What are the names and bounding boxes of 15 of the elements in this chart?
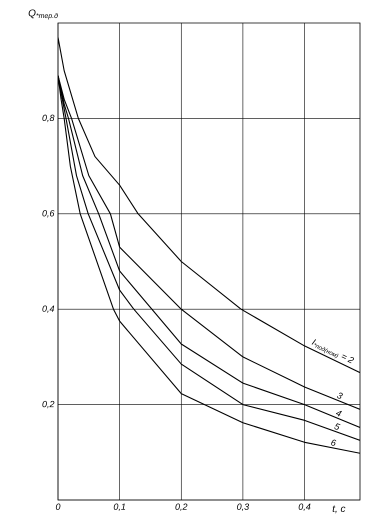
x-axis-title: t, c [332, 506, 346, 514]
x-tick-label: 0 [56, 504, 60, 510]
x-tick-label: 0,2 [175, 504, 188, 511]
text: 5 [334, 423, 340, 430]
x-tick-label: 0,3 [237, 504, 250, 511]
text: 6 [331, 440, 336, 446]
text: 3 [337, 392, 343, 399]
y-tick-label: 0,4 [42, 305, 54, 313]
y-tick-label: 0,6 [42, 210, 54, 218]
y-tick-label: 0,2 [42, 400, 54, 408]
y-axis-title: Q$_{*тер.д}$ [28, 9, 58, 20]
y-tick-label: 0,8 [42, 114, 54, 122]
text: 4 [336, 410, 342, 416]
x-tick-label: 0,4 [298, 504, 310, 511]
x-tick-label: 0,1 [114, 504, 126, 511]
